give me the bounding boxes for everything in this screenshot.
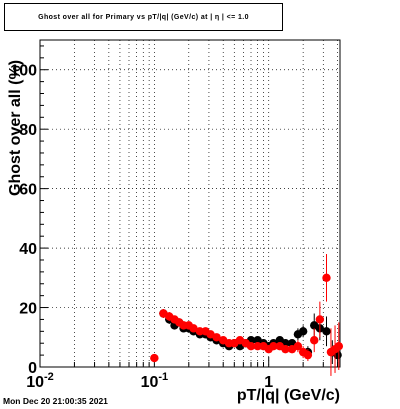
y-axis-label: Ghost over all (%) [7, 60, 24, 196]
data-point [315, 301, 325, 338]
data-point [189, 324, 198, 333]
y-tick-label: 20 [19, 301, 37, 318]
marker [269, 341, 278, 351]
data-point [298, 325, 308, 338]
marker [150, 353, 159, 363]
marker [322, 327, 331, 336]
marker [315, 315, 325, 324]
chart-title: Ghost over all for Primary vs pT/|q| (Ge… [4, 3, 283, 31]
x-axis-label: pT/|q| (GeV/c) [237, 387, 340, 404]
plot-frame [39, 39, 341, 368]
data-point [322, 316, 331, 347]
marker [298, 327, 308, 336]
data-markers [150, 254, 344, 376]
y-tick-label: 40 [19, 241, 37, 258]
data-point [303, 349, 313, 362]
data-point [212, 333, 221, 342]
y-tick-label: 60 [19, 182, 37, 199]
y-tick-label: 80 [19, 122, 37, 139]
marker [281, 344, 290, 354]
grid-lines [40, 40, 340, 367]
marker [293, 341, 303, 351]
marker [253, 341, 262, 351]
data-point [150, 353, 159, 363]
timestamp-footer: Mon Dec 20 21:00:35 2021 [3, 396, 108, 406]
x-tick-label: 10-1 [141, 371, 169, 391]
data-point [322, 254, 331, 302]
tick-labels: 0 20 40 60 80 100 10-2 10-1 1 [10, 63, 273, 391]
marker [310, 336, 319, 345]
marker [322, 273, 331, 283]
marker [334, 341, 344, 351]
x-tick-label: 1 [264, 374, 273, 391]
data-point [310, 328, 319, 353]
data-point [334, 322, 344, 370]
y-tick-label: 100 [10, 63, 37, 80]
x-tick-label: 10-2 [26, 371, 54, 391]
marker [189, 324, 198, 333]
marker [212, 333, 221, 342]
marker [303, 350, 313, 360]
y-tick-label: 0 [28, 360, 37, 377]
marker [246, 341, 256, 351]
data-point [293, 340, 303, 353]
axis-ticks [39, 45, 339, 368]
data-point [281, 344, 290, 354]
